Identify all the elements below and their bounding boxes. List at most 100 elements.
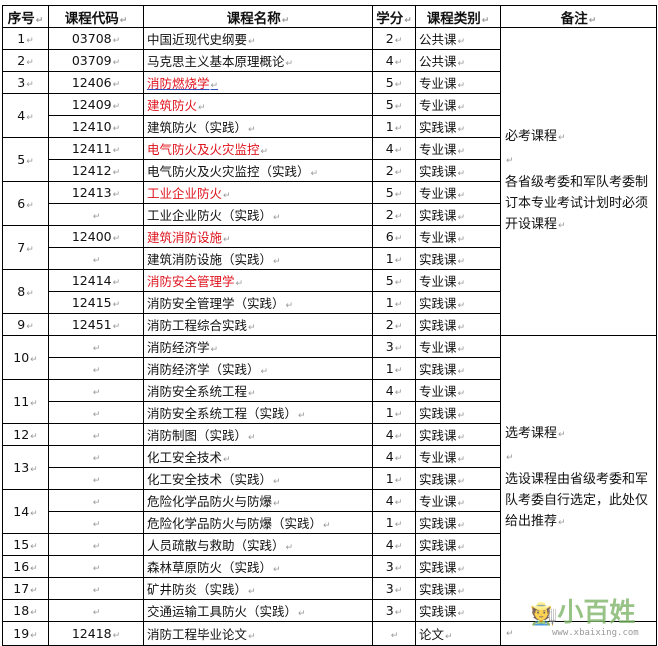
course-name: 交通运输工具防火（实践） bbox=[143, 599, 373, 622]
course-type: 实践课 bbox=[415, 511, 501, 534]
seq-cell: 9 bbox=[2, 313, 49, 336]
course-credit: 3 bbox=[372, 555, 416, 578]
notes-title: 选考课程 bbox=[505, 423, 652, 446]
course-name: 消防工程综合实践 bbox=[143, 313, 373, 336]
course-type: 实践课 bbox=[415, 599, 501, 622]
course-type: 专业课 bbox=[415, 335, 501, 358]
course-code: 03709 bbox=[48, 49, 144, 72]
seq-cell: 13 bbox=[2, 445, 49, 490]
course-code bbox=[48, 445, 144, 468]
table-row: 18 交通运输工具防火（实践）3实践课 bbox=[2, 599, 657, 622]
table-row: 建筑消防设施（实践）1实践课 bbox=[3, 247, 657, 270]
course-type: 实践课 bbox=[415, 203, 501, 226]
notes-title: 必考课程 bbox=[505, 126, 652, 149]
notes-blank-line bbox=[505, 446, 652, 469]
header-row: 序号课程代码课程名称学分课程类别备注 bbox=[2, 5, 657, 28]
course-name: 矿井防炎（实践） bbox=[143, 577, 373, 600]
course-type: 实践课 bbox=[415, 423, 501, 446]
course-type: 实践课 bbox=[415, 401, 501, 424]
course-credit bbox=[372, 621, 416, 646]
course-credit: 4 bbox=[372, 533, 416, 556]
table-row: 12415消防安全管理学（实践）1实践课 bbox=[3, 291, 657, 314]
course-code: 12415 bbox=[48, 291, 144, 314]
course-name: 消防经济学 bbox=[143, 335, 373, 358]
course-credit: 2 bbox=[372, 203, 416, 226]
course-name: 人员疏散与救助（实践） bbox=[143, 533, 373, 556]
course-type: 专业课 bbox=[415, 269, 501, 292]
course-code: 12413 bbox=[48, 181, 144, 204]
course-type: 论文 bbox=[415, 621, 501, 646]
course-name: 马克思主义基本原理概论 bbox=[143, 49, 373, 72]
course-name: 消防燃烧学 bbox=[143, 71, 373, 94]
course-name: 消防安全管理学（实践） bbox=[143, 291, 373, 314]
course-credit: 4 bbox=[372, 137, 416, 160]
course-code bbox=[48, 335, 144, 358]
table-row: 10消防经济学3专业课选考课程选设课程由省级考委和军队考委自行选定，此处仅给出推… bbox=[2, 335, 657, 622]
course-name: 危险化学品防火与防爆 bbox=[143, 489, 373, 512]
course-name: 中国近现代史纲要 bbox=[143, 27, 373, 50]
course-name: 工业企业防火 bbox=[143, 181, 373, 204]
header-seq: 序号 bbox=[2, 5, 49, 28]
table-row: 危险化学品防火与防爆（实践）1实践课 bbox=[3, 511, 657, 534]
course-type: 公共课 bbox=[415, 27, 501, 50]
course-name: 工业企业防火（实践） bbox=[143, 203, 373, 226]
course-code bbox=[48, 401, 144, 424]
course-type: 专业课 bbox=[415, 445, 501, 468]
course-name: 消防经济学（实践） bbox=[143, 357, 373, 380]
course-type: 专业课 bbox=[415, 71, 501, 94]
course-code bbox=[48, 379, 144, 402]
course-code bbox=[48, 511, 144, 534]
course-name: 森林草原防火（实践） bbox=[143, 555, 373, 578]
course-credit: 3 bbox=[372, 599, 416, 622]
seq-cell: 2 bbox=[2, 49, 49, 72]
seq-cell: 7 bbox=[2, 225, 49, 270]
course-code: 12412 bbox=[48, 159, 144, 182]
course-credit: 2 bbox=[372, 313, 416, 336]
course-type: 专业课 bbox=[415, 489, 501, 512]
course-credit: 1 bbox=[372, 357, 416, 380]
seq-cell: 17 bbox=[2, 577, 49, 600]
course-credit: 5 bbox=[372, 93, 416, 116]
course-credit: 6 bbox=[372, 225, 416, 248]
course-type: 实践课 bbox=[415, 577, 501, 600]
course-credit: 1 bbox=[372, 291, 416, 314]
course-credit: 4 bbox=[372, 49, 416, 72]
course-code bbox=[48, 467, 144, 490]
course-credit: 3 bbox=[372, 335, 416, 358]
course-type: 实践课 bbox=[415, 247, 501, 270]
table-row: 912451消防工程综合实践2实践课 bbox=[2, 313, 657, 336]
table-row: 612413工业企业防火5专业课 bbox=[2, 181, 657, 226]
table-row: 工业企业防火（实践）2实践课 bbox=[3, 203, 657, 226]
course-name: 消防安全系统工程 bbox=[143, 379, 373, 402]
table-row: 化工安全技术（实践）1实践课 bbox=[3, 467, 657, 490]
course-credit: 2 bbox=[372, 27, 416, 50]
course-type: 实践课 bbox=[415, 313, 501, 336]
table-row: 15 人员疏散与救助（实践）4实践课 bbox=[2, 533, 657, 556]
course-type: 实践课 bbox=[415, 115, 501, 138]
seq-cell: 18 bbox=[2, 599, 49, 622]
course-name: 电气防火及火灾监控 bbox=[143, 137, 373, 160]
course-name: 消防安全系统工程（实践） bbox=[143, 401, 373, 424]
course-code bbox=[48, 599, 144, 622]
course-name: 消防制图（实践） bbox=[143, 423, 373, 446]
notes-text: 选设课程由省级考委和军队考委自行选定，此处仅给出推荐 bbox=[505, 469, 652, 534]
course-code bbox=[48, 357, 144, 380]
course-name: 危险化学品防火与防爆（实践） bbox=[143, 511, 373, 534]
course-credit: 4 bbox=[372, 489, 416, 512]
course-code bbox=[48, 533, 144, 556]
course-credit: 5 bbox=[372, 181, 416, 204]
course-type: 实践课 bbox=[415, 291, 501, 314]
course-code bbox=[48, 555, 144, 578]
notes-cell: 选考课程选设课程由省级考委和军队考委自行选定，此处仅给出推荐 bbox=[500, 335, 657, 622]
watermark-url: www.xbaixing.com bbox=[552, 628, 639, 638]
course-code: 12414 bbox=[48, 269, 144, 292]
seq-cell: 6 bbox=[2, 181, 49, 226]
course-type: 实践课 bbox=[415, 467, 501, 490]
seq-cell: 4 bbox=[2, 93, 49, 138]
course-name: 建筑防火（实践） bbox=[143, 115, 373, 138]
course-credit: 5 bbox=[372, 269, 416, 292]
table-row: 17 矿井防炎（实践）3实践课 bbox=[2, 577, 657, 600]
table-row: 512411电气防火及火灾监控4专业课 bbox=[2, 137, 657, 182]
course-name: 化工安全技术 bbox=[143, 445, 373, 468]
notes-text: 各省级考委和军队考委制订本专业考试计划时必须开设课程 bbox=[505, 172, 652, 237]
